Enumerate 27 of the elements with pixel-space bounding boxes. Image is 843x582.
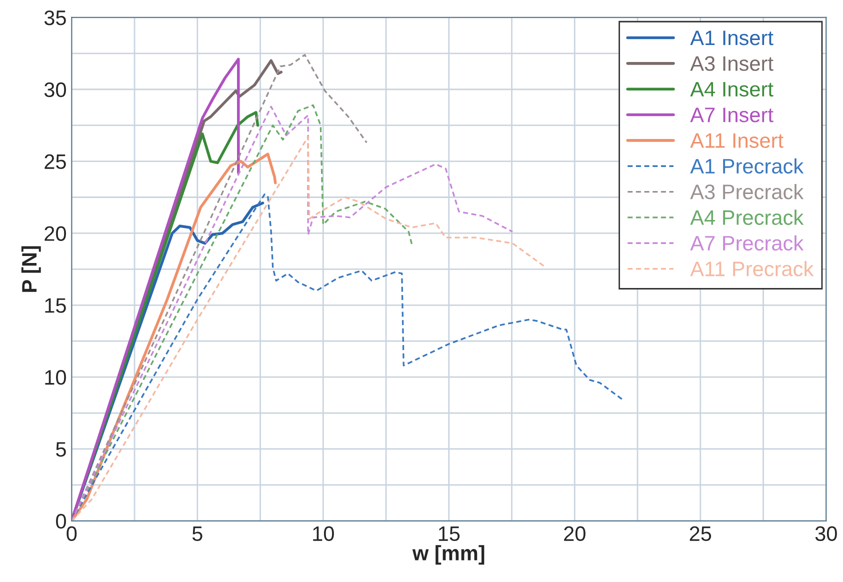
- y-tick-label: 5: [56, 442, 66, 457]
- x-axis-title: w [mm]: [412, 545, 484, 565]
- x-tick-label: 15: [438, 526, 460, 542]
- legend-label: A11 Insert: [690, 133, 784, 148]
- y-tick-label: 10: [45, 370, 66, 385]
- x-tick-label: 5: [192, 526, 202, 542]
- x-tick-label: 20: [564, 526, 586, 542]
- y-tick-label: 15: [45, 298, 66, 313]
- x-tick-label: 30: [815, 526, 837, 542]
- y-tick-label: 30: [44, 82, 66, 98]
- x-tick-label: 0: [66, 526, 77, 542]
- y-axis-title: P [N]: [21, 246, 41, 292]
- legend-label: A3 Insert: [690, 56, 774, 71]
- legend-label: A1 Insert: [690, 30, 774, 46]
- legend-label: A3 Precrack: [690, 184, 804, 200]
- legend-label: A7 Insert: [690, 108, 774, 122]
- y-tick-label: 0: [56, 514, 66, 529]
- legend-label: A11 Precrack: [690, 260, 814, 276]
- y-tick-label: 35: [44, 10, 66, 26]
- x-tick-label: 25: [690, 526, 712, 542]
- legend-label: A1 Precrack: [690, 158, 804, 174]
- y-tick-label: 20: [44, 226, 66, 241]
- legend-label: A4 Precrack: [690, 210, 804, 225]
- legend-label: A4 Insert: [690, 82, 774, 97]
- x-tick-label: 10: [313, 526, 334, 542]
- legend-label: A7 Precrack: [690, 235, 804, 251]
- y-tick-label: 25: [44, 154, 66, 170]
